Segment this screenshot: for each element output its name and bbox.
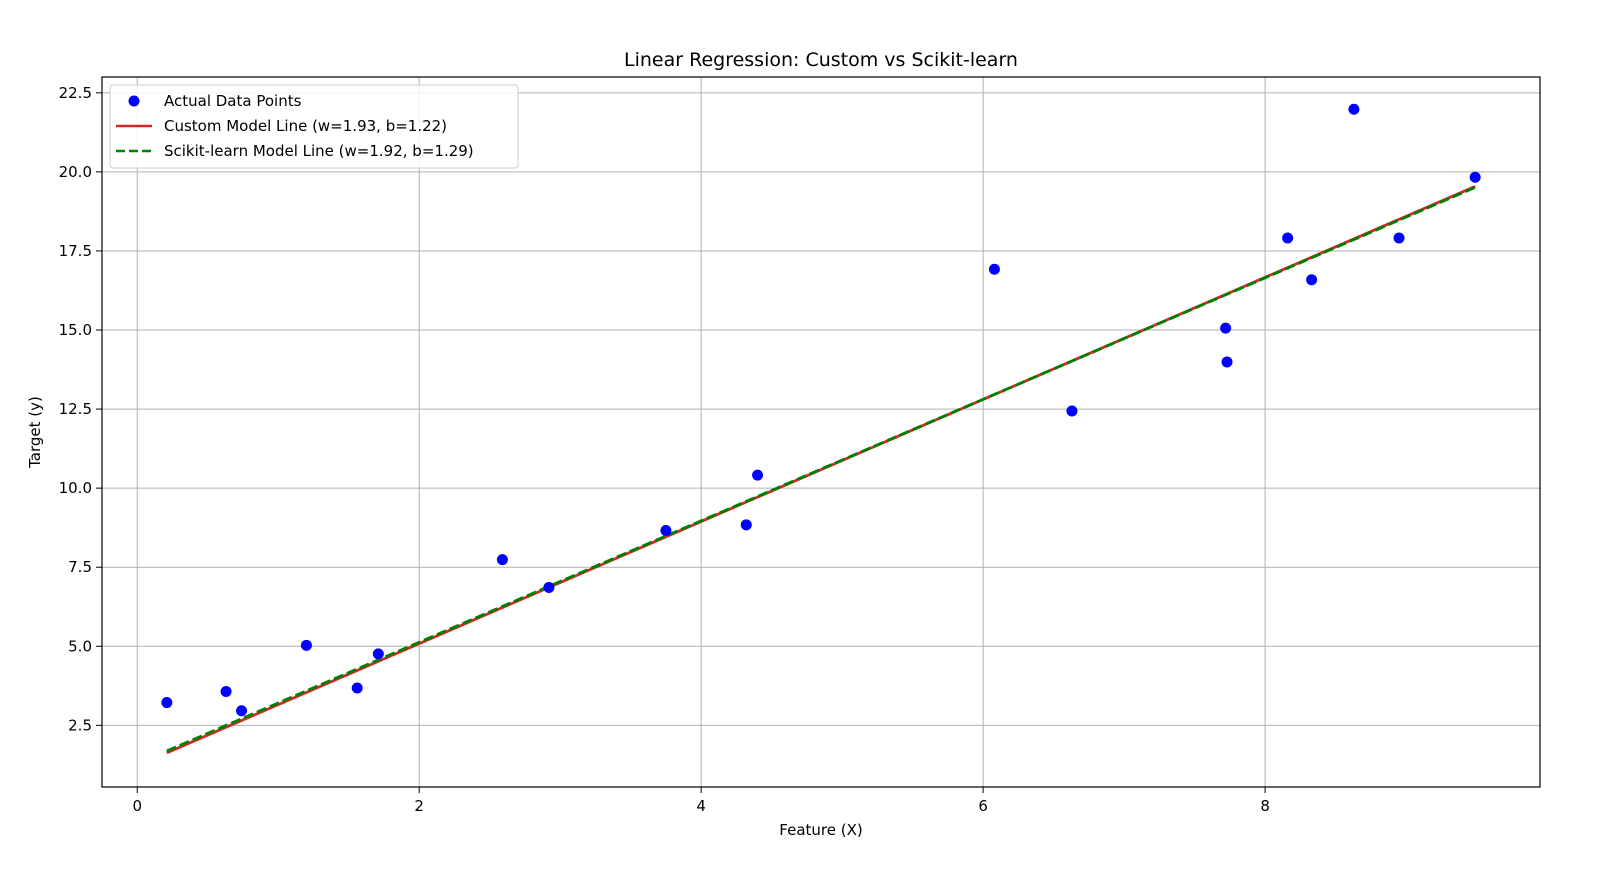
axis-ticks: 0 2 4 6 8 2.5 5.0 7.5 10.0 12.5 15.0 17.5 20.0 22.5 [59,84,1270,815]
x-tick-label: 4 [696,797,706,815]
legend-label-sklearn-line: Scikit-learn Model Line (w=1.92, b=1.29) [164,142,474,160]
data-point [1282,232,1294,244]
regression-lines [166,185,1476,755]
x-tick-label: 2 [414,797,424,815]
y-tick-label: 2.5 [68,716,92,734]
x-axis-label: Feature (X) [779,821,862,839]
chart-title: Linear Regression: Custom vs Scikit-lear… [624,49,1018,71]
legend: Actual Data Points Custom Model Line (w=… [109,84,519,169]
legend-box [109,84,519,169]
data-point [496,554,508,566]
data-point [543,581,555,593]
data-point [1393,232,1405,244]
data-point [988,263,1000,275]
legend-marker-actual-points [128,95,140,107]
data-point [752,469,764,481]
data-point [372,648,384,660]
x-tick-label: 6 [978,797,988,815]
data-point [1469,171,1481,183]
plot-frame [101,76,1541,788]
x-tick-label: 0 [132,797,142,815]
y-tick-label: 22.5 [59,84,92,102]
data-point [161,697,173,709]
x-tick-label: 8 [1260,797,1270,815]
data-point [1066,405,1078,417]
y-axis-label: Target (y) [26,396,44,469]
data-points [161,103,1481,717]
data-point [740,519,752,531]
legend-label-actual-points: Actual Data Points [164,92,302,110]
grid [102,77,1540,787]
y-tick-label: 5.0 [68,637,92,655]
y-tick-label: 7.5 [68,558,92,576]
y-tick-label: 15.0 [59,321,92,339]
custom-model-line [166,185,1476,755]
y-tick-label: 17.5 [59,242,92,260]
legend-label-custom-line: Custom Model Line (w=1.93, b=1.22) [164,117,447,135]
data-point [1221,356,1233,368]
y-tick-label: 12.5 [59,400,92,418]
y-tick-label: 20.0 [59,163,92,181]
data-point [660,525,672,537]
data-point [1348,103,1360,115]
data-point [351,682,363,694]
data-point [1306,274,1318,286]
data-point [220,685,232,697]
data-point [1220,322,1232,334]
data-point [300,639,312,651]
y-tick-label: 10.0 [59,479,92,497]
data-point [236,705,248,717]
